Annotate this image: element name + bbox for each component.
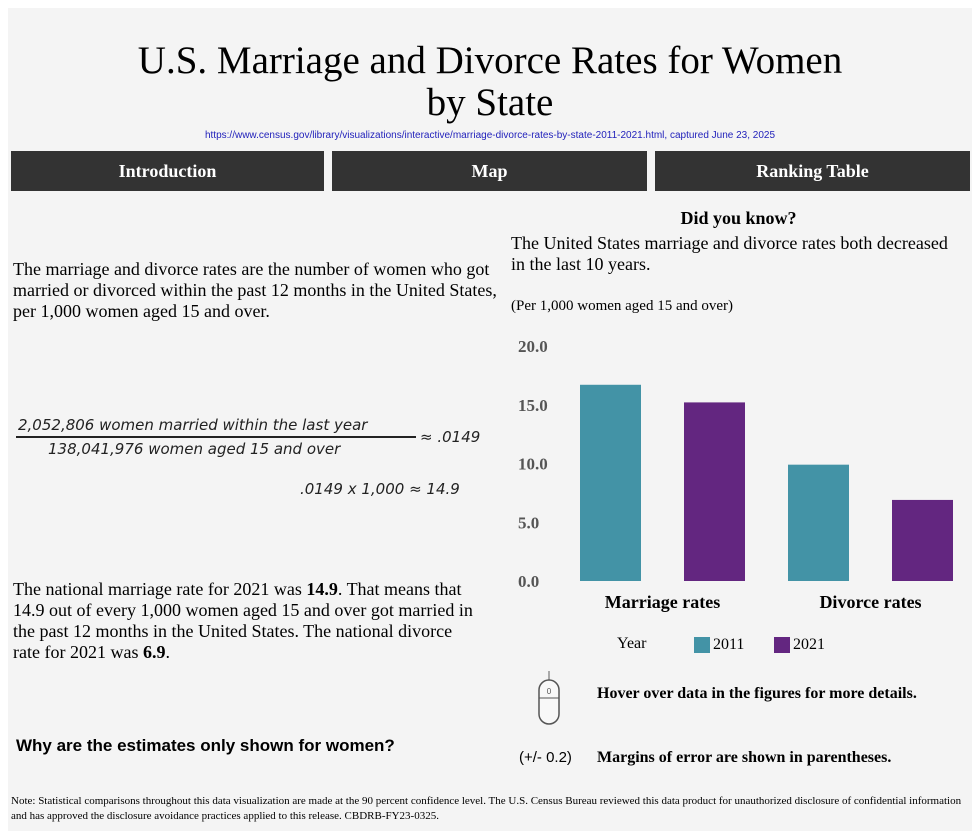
bar-marriage-2011[interactable]: Marriage rates 2011: 16.7: [580, 384, 641, 581]
national-rate-text: The national marriage rate for 2021 was …: [13, 579, 483, 663]
mouse-icon: 0: [538, 671, 560, 725]
source-url: https://www.census.gov/library/visualiza…: [204, 130, 776, 141]
formula-multiplication: .0149 x 1,000 ≈ 14.9: [300, 480, 460, 498]
legend-label-2011: 2011: [713, 636, 745, 653]
national-text-part2: . That means that 14.9 out of every 1,00…: [13, 579, 473, 662]
y-tick-label: 15.0: [518, 396, 548, 415]
national-marriage-value: 14.9: [306, 579, 338, 599]
bar-chart: 20.0 15.0 10.0 5.0 0.0 Marriage rates 2011: 1…: [518, 337, 953, 612]
tab-map[interactable]: Map: [332, 151, 647, 191]
page: U.S. Marriage and Divorce Rates for Wome…: [8, 8, 972, 831]
legend-label-2021: 2021: [793, 636, 825, 653]
did-you-know-title: Did you know?: [680, 208, 797, 228]
moe-note: Margins of error are shown in parenthese…: [597, 749, 892, 766]
bar-divorce-2011[interactable]: Divorce rates 2011: 9.9: [788, 464, 849, 581]
national-text-part3: .: [165, 642, 170, 662]
did-you-know-text: The United States marriage and divorce r…: [511, 233, 948, 274]
formula-ratio: ≈ .0149: [420, 428, 481, 446]
formula-numerator: 2,052,806 women married within the last …: [18, 416, 368, 434]
chart-subtitle: (Per 1,000 women aged 15 and over): [511, 298, 734, 314]
y-tick-label: 0.0: [518, 572, 539, 591]
national-divorce-value: 6.9: [142, 642, 166, 662]
why-women-link[interactable]: Why are the estimates only shown for wom…: [16, 736, 395, 755]
legend-swatch-2021: [774, 637, 790, 653]
fraction-bar: [16, 436, 416, 438]
footnote: Note: Statistical comparisons throughout…: [11, 795, 962, 822]
bar-divorce-2021[interactable]: Divorce rates 2021: 6.9: [892, 499, 953, 581]
page-title: U.S. Marriage and Divorce Rates for Wome…: [8, 40, 972, 124]
y-tick-label: 5.0: [518, 513, 539, 532]
formula-denominator: 138,041,976 women aged 15 and over: [48, 440, 341, 458]
svg-text:0: 0: [547, 687, 552, 696]
definition-text: The marriage and divorce rates are the n…: [13, 259, 497, 321]
y-tick-label: 10.0: [518, 455, 548, 474]
hover-note: Hover over data in the figures for more …: [597, 685, 917, 702]
legend-swatch-2011: [694, 637, 710, 653]
tab-introduction[interactable]: Introduction: [11, 151, 324, 191]
moe-sample: (+/- 0.2): [519, 749, 572, 766]
x-category-label: Divorce rates: [819, 592, 921, 612]
bar-marriage-2021[interactable]: Marriage rates 2021: 15.2: [684, 402, 745, 581]
legend-title: Year: [617, 635, 647, 652]
y-tick-label: 20.0: [518, 337, 548, 356]
page-title-line2: by State: [426, 81, 554, 124]
tab-ranking-table[interactable]: Ranking Table: [655, 151, 970, 191]
national-text-part1: The national marriage rate for 2021 was: [13, 579, 307, 599]
page-title-line1: U.S. Marriage and Divorce Rates for Wome…: [137, 39, 843, 82]
x-category-label: Marriage rates: [605, 592, 720, 612]
